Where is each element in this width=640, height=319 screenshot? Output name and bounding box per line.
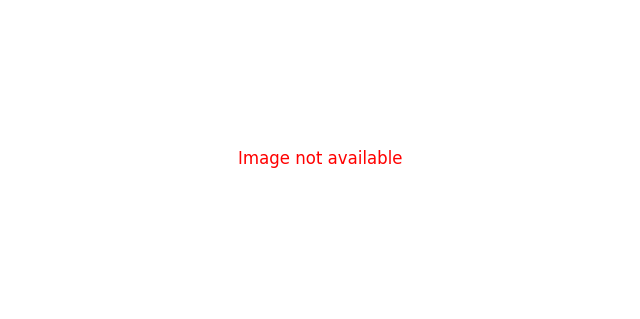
Text: Image not available: Image not available — [237, 151, 403, 168]
